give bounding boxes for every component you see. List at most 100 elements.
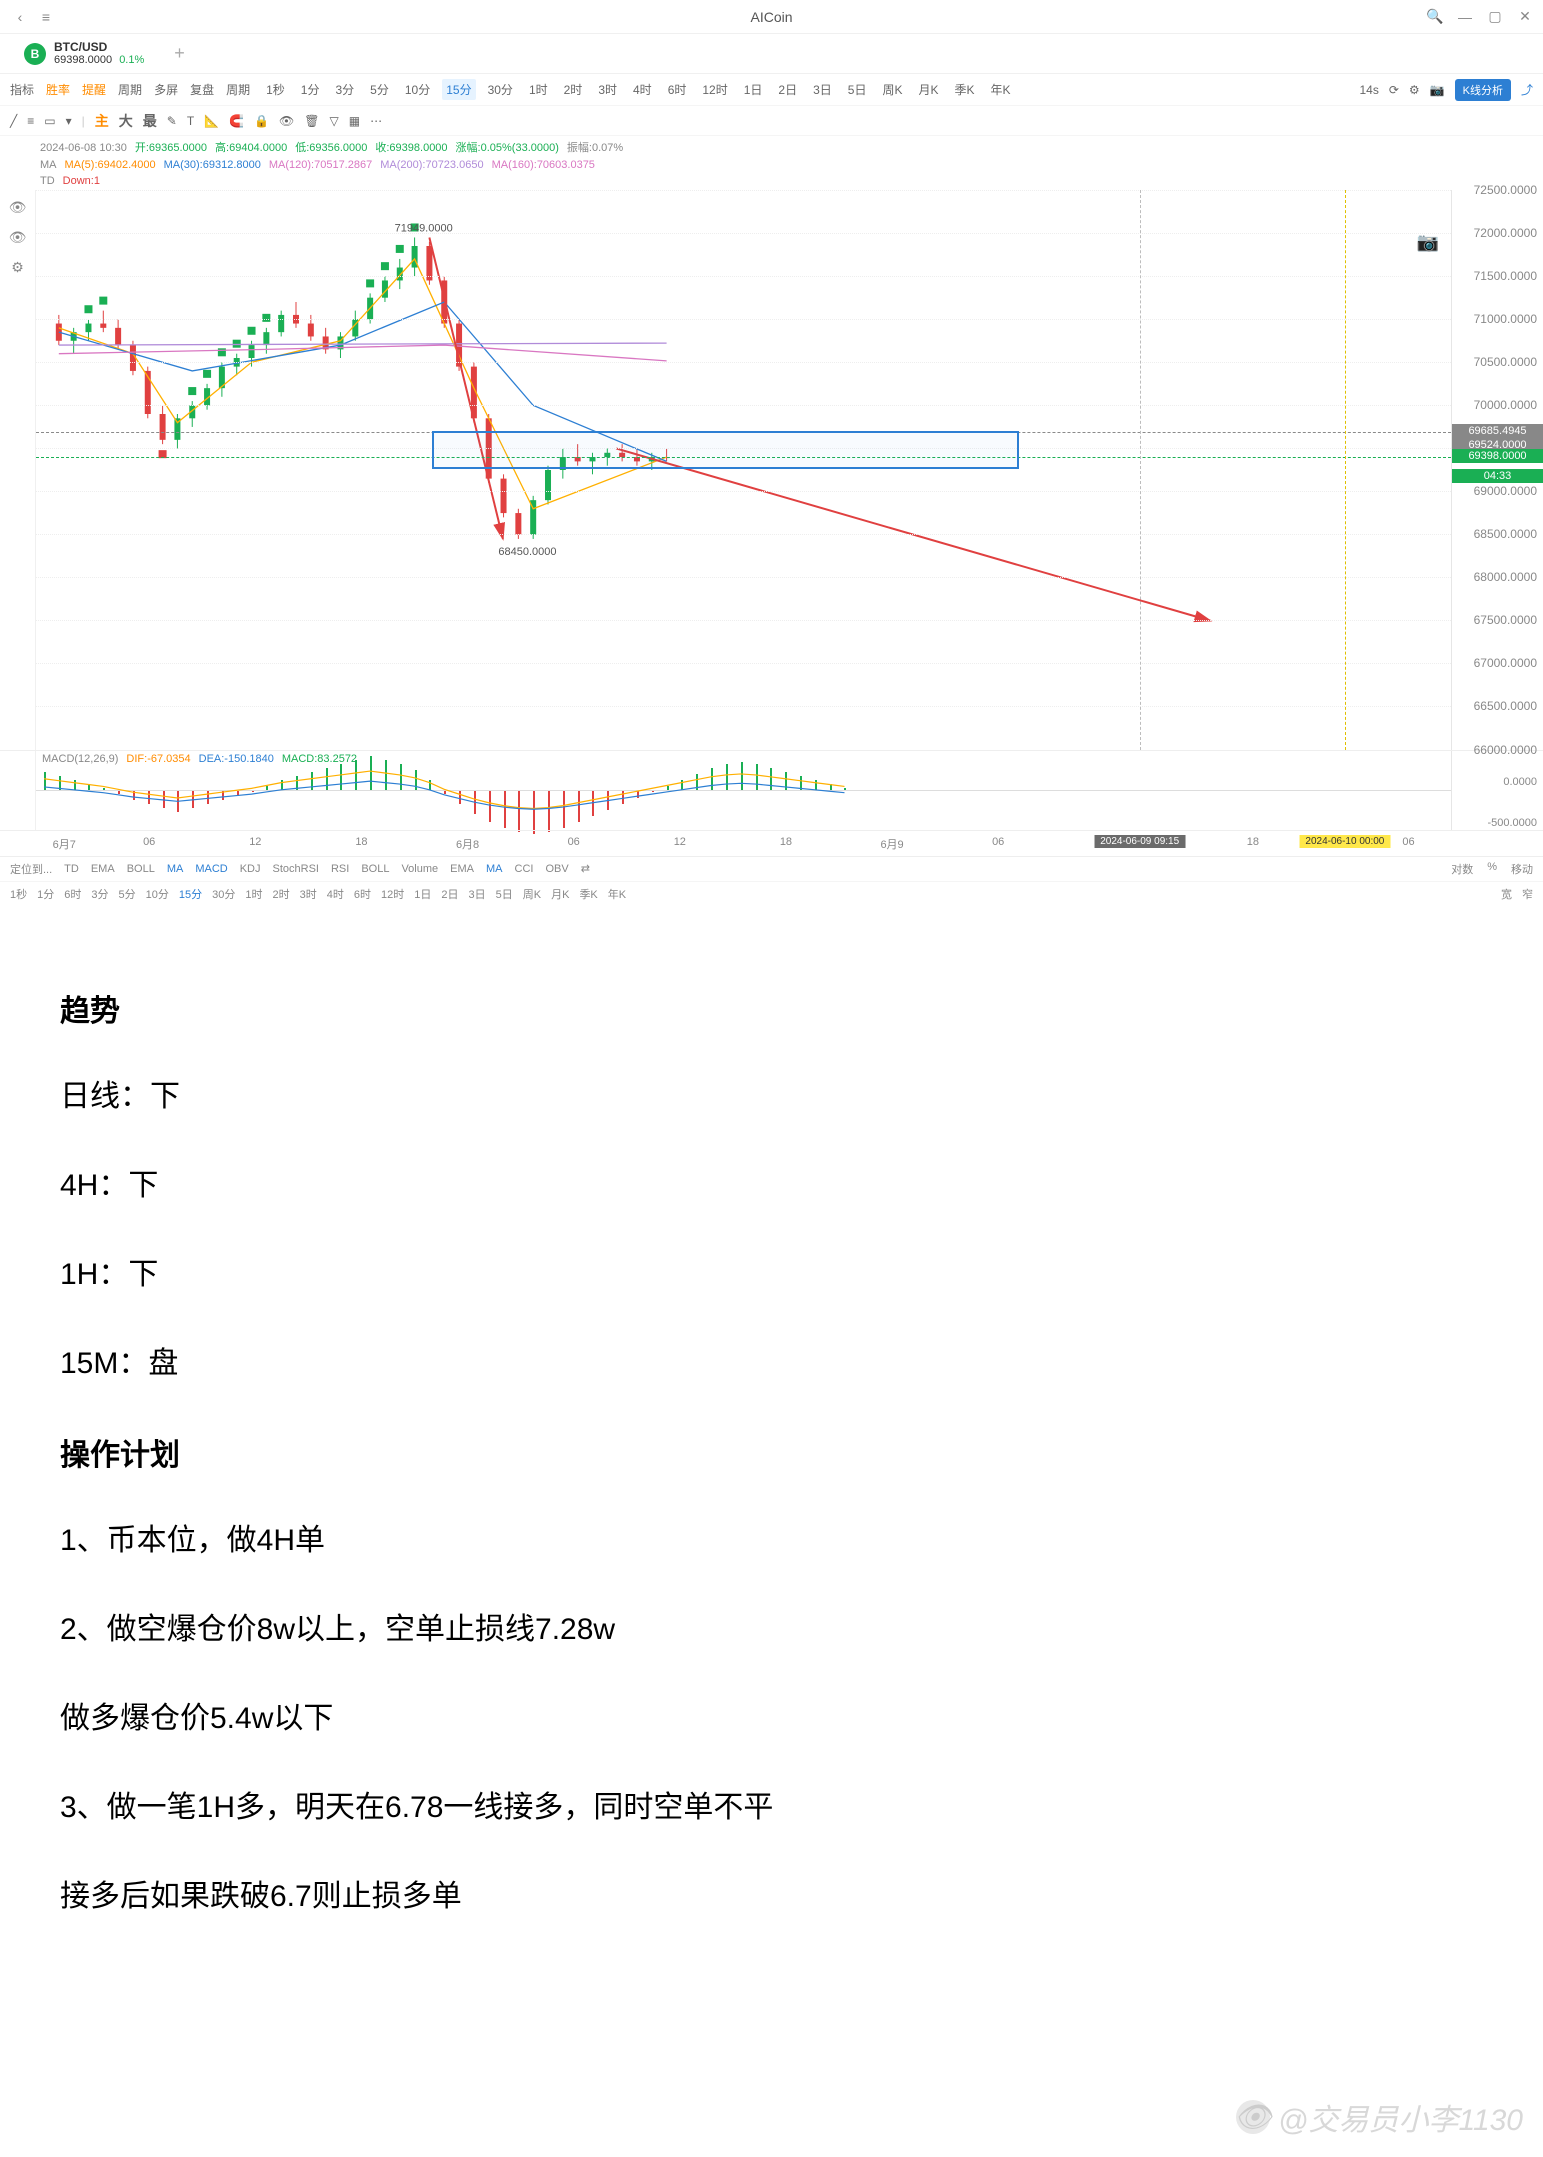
timeframe-2日[interactable]: 2日: [774, 79, 801, 100]
log-toggle[interactable]: 对数: [1451, 861, 1473, 877]
pct-toggle[interactable]: %: [1487, 861, 1497, 877]
tb-alert[interactable]: 提醒: [82, 81, 106, 98]
btf-2时[interactable]: 2时: [273, 886, 290, 902]
indicator-TD[interactable]: TD: [64, 863, 79, 875]
indicator-Volume[interactable]: Volume: [401, 863, 438, 875]
indicator-KDJ[interactable]: KDJ: [240, 863, 261, 875]
locate-button[interactable]: 定位到...: [10, 861, 52, 877]
close-icon[interactable]: ✕: [1517, 9, 1533, 25]
btf-3分[interactable]: 3分: [91, 886, 108, 902]
macd-plot[interactable]: MACD(12,26,9) DIF:-67.0354 DEA:-150.1840…: [36, 751, 1451, 830]
maximize-icon[interactable]: ▢: [1487, 9, 1503, 25]
timeframe-1秒[interactable]: 1秒: [262, 79, 289, 100]
timeframe-周K[interactable]: 周K: [878, 79, 906, 100]
btf-3日[interactable]: 3日: [469, 886, 486, 902]
share-icon[interactable]: ⤴: [1521, 81, 1533, 98]
rail-settings-icon[interactable]: ⚙: [8, 258, 28, 278]
tb-indicator[interactable]: 指标: [10, 81, 34, 98]
btf-6时[interactable]: 6时: [64, 886, 81, 902]
menu-icon[interactable]: ≡: [36, 7, 56, 27]
indicator-BOLL[interactable]: BOLL: [361, 863, 389, 875]
timeframe-30分[interactable]: 30分: [484, 79, 517, 100]
tool-magnet-icon[interactable]: 🧲: [229, 114, 244, 128]
tb-replay[interactable]: 复盘: [190, 81, 214, 98]
timeframe-1分[interactable]: 1分: [297, 79, 324, 100]
btf-1时[interactable]: 1时: [245, 886, 262, 902]
add-tab-icon[interactable]: +: [174, 43, 185, 64]
btf-月K[interactable]: 月K: [551, 886, 569, 902]
btf-1分[interactable]: 1分: [37, 886, 54, 902]
zoom-main[interactable]: 主: [95, 111, 109, 131]
draw-line-icon[interactable]: ╱: [10, 114, 17, 128]
refresh-icon[interactable]: ⟳: [1389, 83, 1399, 97]
timeframe-3日[interactable]: 3日: [809, 79, 836, 100]
btf-季K[interactable]: 季K: [579, 886, 597, 902]
rail-eye2-icon[interactable]: 👁: [8, 228, 28, 248]
ind-more-icon[interactable]: ⇄: [581, 862, 590, 875]
timeframe-月K[interactable]: 月K: [915, 79, 943, 100]
settings-icon[interactable]: ⚙: [1409, 83, 1420, 97]
btf-年K[interactable]: 年K: [608, 886, 626, 902]
tool-grid-icon[interactable]: ▦: [349, 114, 360, 128]
search-icon[interactable]: 🔍: [1427, 9, 1443, 25]
timeframe-12时[interactable]: 12时: [698, 79, 731, 100]
tool-pencil-icon[interactable]: ✎: [167, 114, 177, 128]
timeframe-4时[interactable]: 4时: [629, 79, 656, 100]
zoom-max[interactable]: 最: [143, 111, 157, 131]
btf-周K[interactable]: 周K: [523, 886, 541, 902]
indicator-MA[interactable]: MA: [167, 863, 184, 875]
timeframe-季K[interactable]: 季K: [951, 79, 979, 100]
axis-narrow[interactable]: 窄: [1522, 886, 1533, 902]
tool-text-icon[interactable]: T: [187, 114, 194, 128]
indicator-OBV[interactable]: OBV: [545, 863, 568, 875]
draw-dropdown-icon[interactable]: ▾: [66, 114, 72, 128]
rail-eye-icon[interactable]: 👁: [8, 198, 28, 218]
timeframe-2时[interactable]: 2时: [560, 79, 587, 100]
tool-eye-icon[interactable]: 👁: [279, 114, 294, 128]
tool-lock-icon[interactable]: 🔒: [254, 114, 269, 128]
tb-period2[interactable]: 周期: [226, 81, 250, 98]
timeframe-3分[interactable]: 3分: [331, 79, 358, 100]
drawn-rectangle[interactable]: [432, 431, 1019, 470]
kline-analysis-button[interactable]: K线分析: [1455, 79, 1511, 101]
tb-multiscreen[interactable]: 多屏: [154, 81, 178, 98]
axis-wide[interactable]: 宽: [1501, 886, 1512, 902]
tb-period[interactable]: 周期: [118, 81, 142, 98]
timeframe-15分[interactable]: 15分: [442, 79, 475, 100]
indicator-RSI[interactable]: RSI: [331, 863, 349, 875]
timeframe-5分[interactable]: 5分: [366, 79, 393, 100]
timeframe-1时[interactable]: 1时: [525, 79, 552, 100]
timeframe-3时[interactable]: 3时: [594, 79, 621, 100]
symbol-tab-btc[interactable]: B BTC/USD 69398.0000 0.1%: [10, 37, 158, 70]
btf-6时[interactable]: 6时: [354, 886, 371, 902]
btf-5日[interactable]: 5日: [496, 886, 513, 902]
tool-ruler-icon[interactable]: 📐: [204, 114, 219, 128]
tool-more-icon[interactable]: ⋯: [370, 114, 382, 128]
camera-icon[interactable]: 📷: [1430, 83, 1445, 97]
minimize-icon[interactable]: —: [1457, 9, 1473, 25]
btf-30分[interactable]: 30分: [212, 886, 235, 902]
btf-15分[interactable]: 15分: [179, 886, 202, 902]
indicator-MACD[interactable]: MACD: [195, 863, 227, 875]
back-icon[interactable]: ‹: [10, 7, 30, 27]
tb-winrate[interactable]: 胜率: [46, 81, 70, 98]
timeframe-5日[interactable]: 5日: [844, 79, 871, 100]
zoom-big[interactable]: 大: [119, 111, 133, 131]
timeframe-1日[interactable]: 1日: [740, 79, 767, 100]
indicator-EMA[interactable]: EMA: [450, 863, 474, 875]
indicator-StochRSI[interactable]: StochRSI: [273, 863, 319, 875]
indicator-MA[interactable]: MA: [486, 863, 503, 875]
tool-filter-icon[interactable]: ▽: [329, 114, 338, 128]
btf-2日[interactable]: 2日: [441, 886, 458, 902]
btf-10分[interactable]: 10分: [146, 886, 169, 902]
price-plot[interactable]: 📷 71949.000068450.0000: [36, 190, 1451, 750]
timeframe-年K[interactable]: 年K: [987, 79, 1015, 100]
btf-12时[interactable]: 12时: [381, 886, 404, 902]
btf-1日[interactable]: 1日: [414, 886, 431, 902]
draw-rect-icon[interactable]: ▭: [44, 114, 55, 128]
draw-hline-icon[interactable]: ≡: [27, 114, 34, 128]
btf-5分[interactable]: 5分: [119, 886, 136, 902]
btf-4时[interactable]: 4时: [327, 886, 344, 902]
indicator-BOLL[interactable]: BOLL: [127, 863, 155, 875]
indicator-CCI[interactable]: CCI: [515, 863, 534, 875]
